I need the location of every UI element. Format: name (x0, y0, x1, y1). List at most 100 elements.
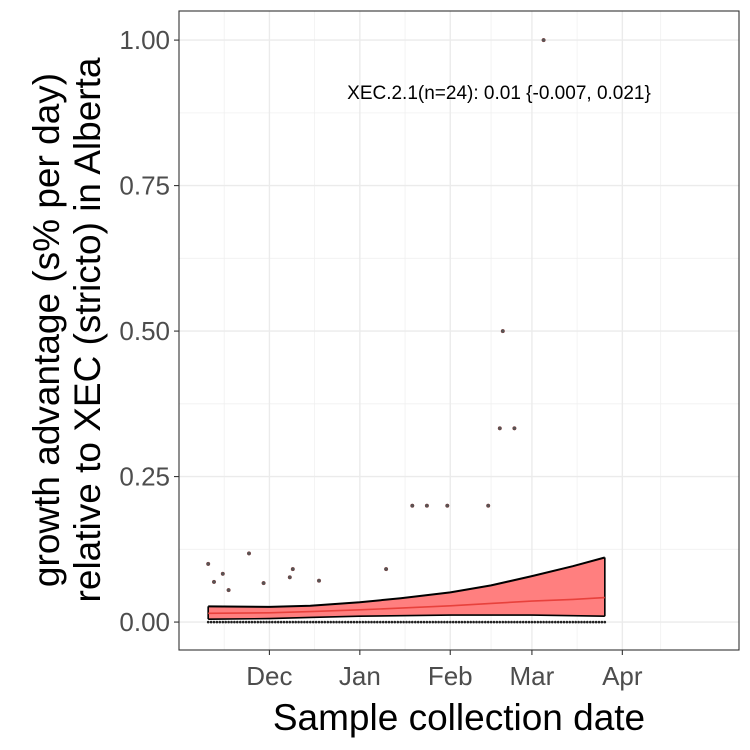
data-point (451, 620, 455, 624)
data-point (379, 620, 382, 624)
data-point (355, 620, 359, 624)
data-point (309, 620, 312, 624)
data-point (600, 620, 604, 624)
data-point (580, 620, 583, 624)
data-point (332, 620, 335, 624)
data-point (230, 620, 233, 624)
x-axis: Dec Jan Feb Mar Apr (246, 650, 643, 691)
data-point (341, 620, 344, 624)
data-point (457, 620, 461, 624)
data-point (489, 620, 493, 624)
x-axis-title: Sample collection date (273, 697, 645, 738)
data-point (265, 620, 268, 624)
data-point (562, 620, 566, 624)
data-point (271, 620, 274, 624)
data-point (475, 620, 478, 624)
data-point (495, 620, 499, 624)
data-point (498, 620, 502, 624)
data-point (431, 620, 435, 624)
data-point (384, 567, 389, 572)
data-point (239, 620, 242, 624)
data-point (446, 620, 449, 624)
data-point (390, 620, 394, 624)
plot-border (178, 10, 740, 651)
ribbon-upper-edge (208, 556, 606, 608)
data-point (603, 620, 607, 624)
data-point (539, 620, 542, 624)
data-point (250, 620, 254, 624)
data-point (262, 620, 265, 624)
data-point (370, 620, 373, 624)
data-point (279, 620, 283, 624)
data-point (224, 620, 227, 624)
data-point (486, 503, 491, 508)
data-point (516, 620, 519, 624)
ribbon-lower-edge (208, 614, 605, 620)
data-point (449, 620, 452, 624)
data-point (349, 620, 353, 624)
x-tick-label: Apr (602, 661, 643, 691)
data-point (419, 620, 423, 624)
y-axis-title-line1: growth advantage (s% per day) (26, 73, 67, 587)
data-point (551, 620, 554, 624)
data-point (519, 620, 522, 624)
data-point (288, 620, 292, 624)
data-point (303, 620, 306, 624)
data-point (501, 620, 505, 624)
y-tick-label: 0.25 (119, 462, 170, 492)
data-point (460, 620, 464, 624)
data-point (373, 620, 376, 624)
data-point (416, 620, 420, 624)
data-point (428, 620, 432, 624)
y-axis-title: growth advantage (s% per day) relative t… (26, 57, 108, 602)
data-point (221, 620, 225, 624)
data-point (445, 503, 450, 508)
ribbon-layer (207, 556, 606, 620)
data-point (335, 620, 338, 624)
data-point (507, 620, 510, 624)
data-point (215, 620, 219, 624)
data-point (481, 620, 484, 624)
y-axis-title-line2: relative to XEC (stricto) in Alberta (67, 57, 108, 602)
y-tick-label: 0.75 (119, 171, 170, 201)
data-point (259, 620, 263, 624)
data-point (220, 571, 225, 576)
data-point (513, 620, 516, 624)
data-point (233, 620, 236, 624)
data-point (565, 620, 569, 624)
data-point (414, 620, 417, 624)
data-point (510, 620, 513, 624)
data-point (320, 620, 324, 624)
data-point (541, 38, 546, 43)
data-point (500, 329, 505, 334)
data-point (463, 620, 467, 624)
data-point (344, 620, 347, 624)
data-point (530, 620, 534, 624)
data-point (443, 620, 446, 624)
data-point (542, 620, 545, 624)
y-axis: 0.00 0.25 0.50 0.75 1.00 (119, 25, 179, 637)
data-point (536, 620, 540, 624)
data-point (484, 620, 487, 624)
data-point (274, 620, 277, 624)
data-point (408, 620, 411, 624)
data-point (586, 620, 589, 624)
data-point (472, 620, 475, 624)
data-point (559, 620, 563, 624)
data-point (527, 620, 531, 624)
data-point (317, 620, 321, 624)
data-point (306, 620, 309, 624)
data-point (352, 620, 356, 624)
data-point (326, 620, 330, 624)
data-point (411, 620, 414, 624)
data-point (512, 426, 517, 431)
data-point (533, 620, 537, 624)
data-point (454, 620, 458, 624)
data-point (268, 620, 271, 624)
data-point (209, 620, 213, 624)
data-point (556, 620, 560, 624)
data-point (297, 620, 300, 624)
data-point (437, 620, 440, 624)
data-point (486, 620, 490, 624)
data-point (282, 620, 286, 624)
